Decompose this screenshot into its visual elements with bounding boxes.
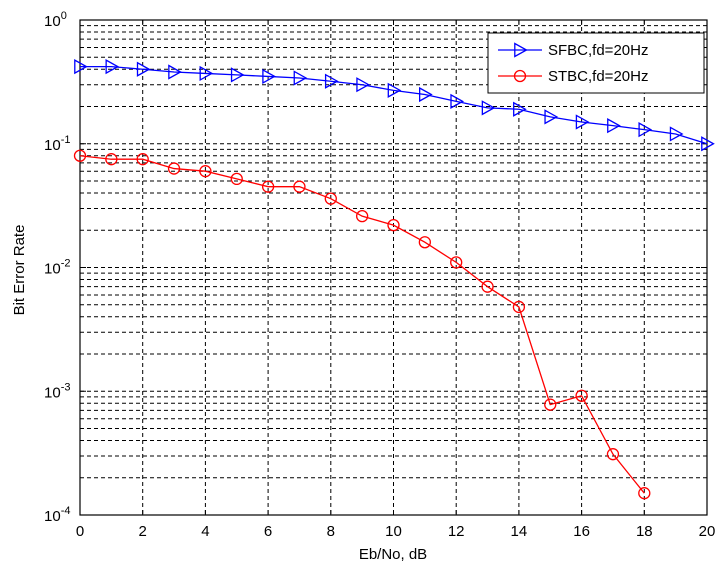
data-point-triangle [168, 64, 182, 80]
data-point-triangle [230, 67, 245, 83]
data-point-circle [105, 153, 118, 166]
data-point-triangle [701, 136, 715, 152]
data-point-triangle [607, 118, 621, 134]
x-tick-label: 16 [573, 523, 590, 540]
data-point-triangle [387, 82, 402, 98]
data-point-circle [261, 180, 275, 193]
legend-box [487, 32, 705, 94]
data-point-triangle [669, 126, 684, 142]
data-point-triangle [544, 109, 559, 125]
data-point-triangle [450, 93, 465, 109]
data-point-circle [481, 280, 494, 293]
data-point-circle [199, 165, 212, 178]
y-tick-label: 10-3 [44, 381, 70, 401]
data-point-triangle [293, 70, 308, 86]
data-point-circle [230, 172, 243, 186]
y-tick-label: 10-2 [44, 258, 70, 278]
series-line [79, 155, 645, 494]
x-tick-label: 2 [139, 523, 147, 540]
x-tick-label: 8 [327, 523, 335, 540]
data-point-triangle [262, 68, 276, 85]
axes-layer: 0 2 4 6 8 10 12 14 16 18 20 100 10-1 10-2 10-3 10-4 [44, 10, 715, 540]
data-point-triangle [418, 86, 433, 103]
legend-label: STBC,fd=20Hz [548, 68, 648, 85]
data-point-circle [73, 149, 87, 162]
y-tick-label: 100 [44, 10, 67, 30]
data-point-circle [324, 192, 337, 205]
data-point-triangle [481, 100, 496, 116]
data-point-triangle [324, 73, 339, 89]
data-point-triangle [105, 59, 120, 75]
y-tick-label: 10-4 [44, 505, 70, 525]
data-point-circle [418, 236, 432, 249]
data-point-triangle [136, 61, 151, 77]
data-point-circle [513, 69, 527, 83]
data-point-triangle [575, 114, 590, 130]
data-point-triangle [638, 122, 653, 138]
x-tick-label: 20 [699, 523, 716, 540]
y-tick-label: 10-1 [44, 134, 70, 154]
x-tick-label: 18 [636, 523, 653, 540]
y-axis-label: Bit Error Rate [11, 225, 28, 316]
data-point-triangle [74, 59, 88, 75]
x-tick-label: 12 [448, 523, 465, 540]
series-stbc [73, 149, 651, 500]
data-point-circle [450, 256, 463, 269]
data-point-circle [355, 209, 369, 223]
data-point-circle [544, 398, 557, 411]
data-point-triangle [513, 101, 527, 117]
legend: SFBC,fd=20Hz STBC,fd=20Hz [487, 32, 705, 94]
series-layer [73, 59, 715, 500]
data-point-circle [512, 300, 526, 314]
x-tick-label: 10 [385, 523, 402, 540]
data-point-circle [575, 389, 588, 402]
data-point-triangle [356, 77, 370, 93]
data-point-circle [638, 487, 651, 500]
series-line [80, 65, 708, 145]
data-point-circle [136, 153, 149, 166]
legend-label: SFBC,fd=20Hz [548, 42, 648, 59]
x-axis-label: Eb/No, dB [359, 546, 427, 563]
x-tick-label: 14 [511, 523, 528, 540]
x-tick-label: 0 [76, 523, 84, 540]
data-point-circle [293, 180, 306, 193]
x-tick-label: 6 [264, 523, 272, 540]
data-point-circle [167, 162, 181, 175]
data-point-circle [606, 448, 620, 461]
data-point-triangle [199, 65, 214, 82]
x-tick-label: 4 [201, 523, 209, 540]
data-point-circle [387, 218, 400, 232]
data-point-triangle [514, 42, 528, 58]
series-sfbc [74, 59, 715, 152]
